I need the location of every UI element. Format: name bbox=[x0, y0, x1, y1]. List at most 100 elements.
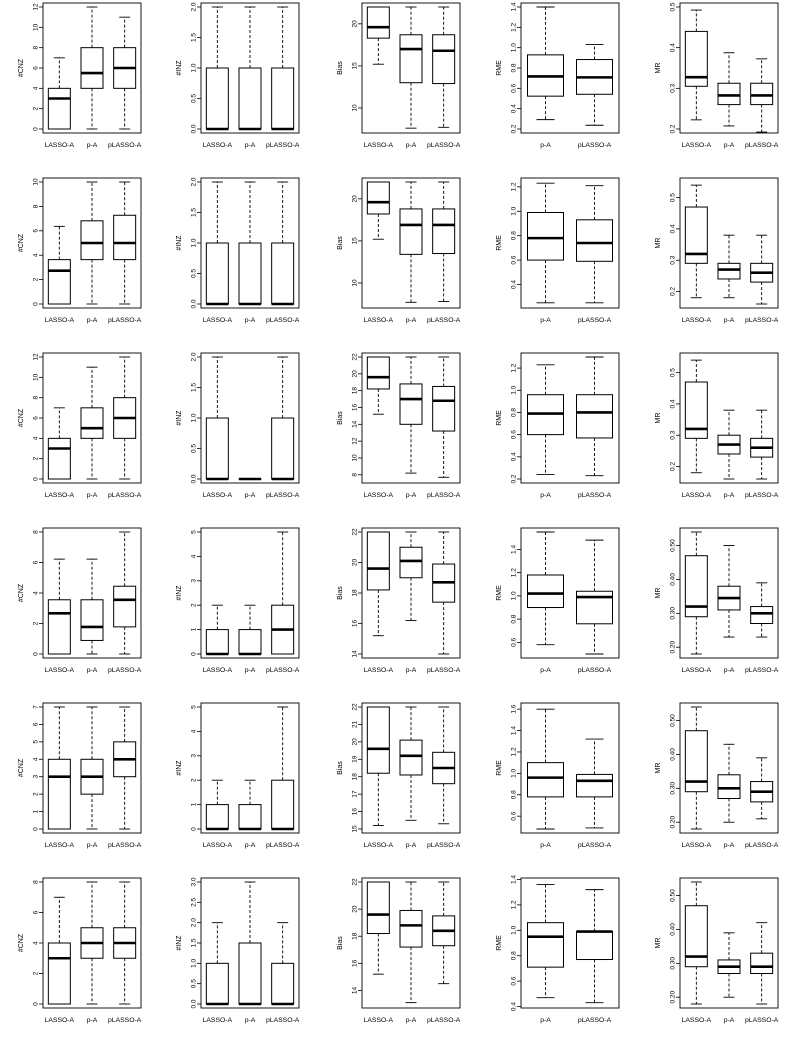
iqr-box bbox=[576, 219, 613, 262]
panel-r3-c3: 8 10 12 14 16 18 20 22 Bias LASSO-A p-A pLASSO-A bbox=[337, 352, 461, 499]
y-tick-label: 3.0 bbox=[191, 877, 198, 886]
y-axis-label: Bias bbox=[337, 586, 344, 600]
box-pLASSO-A bbox=[113, 706, 137, 830]
box-pLASSO-A bbox=[576, 738, 613, 829]
y-tick-label: 0.3 bbox=[670, 83, 677, 92]
y-tick-label: 1.0 bbox=[511, 768, 518, 777]
iqr-box bbox=[47, 758, 71, 830]
x-category-label: p-A bbox=[87, 842, 98, 849]
panel-r6-c2: 0.0 0.5 1.0 1.5 2.0 2.5 3.0 #INZ LASSO-A p-A pLASS… bbox=[176, 877, 300, 1024]
box-pLASSO-A bbox=[750, 409, 774, 480]
iqr-box bbox=[684, 381, 708, 439]
panel-r2-c4: 0.4 0.6 0.8 1.0 1.2 RME p-A pLASSO-A bbox=[496, 177, 620, 324]
iqr-box bbox=[684, 555, 708, 618]
y-tick-label: 0.8 bbox=[511, 408, 518, 417]
panel-r5-c1: 0 1 2 3 4 5 6 7 #CNZ LASSO-A p-A pLASSO-A bbox=[18, 702, 142, 849]
y-tick-label: 1.2 bbox=[511, 747, 518, 756]
y-tick-label: 14 bbox=[352, 650, 359, 658]
y-tick-label: 1.4 bbox=[511, 2, 518, 11]
y-tick-label: 18 bbox=[352, 773, 359, 781]
y-tick-label: 16 bbox=[352, 620, 359, 628]
box-pLASSO-A bbox=[271, 922, 295, 1006]
box-pLASSO-A bbox=[113, 181, 137, 305]
y-axis-label: RME bbox=[496, 935, 503, 951]
box-pLASSO-A bbox=[432, 706, 456, 825]
y-tick-label: 1.4 bbox=[511, 875, 518, 884]
iqr-box bbox=[271, 242, 295, 305]
plot-frame bbox=[520, 527, 620, 659]
y-tick-label: 0.8 bbox=[511, 231, 518, 240]
y-tick-label: 0.5 bbox=[670, 368, 677, 377]
panel-r6-c3: 14 16 18 20 22 Bias LASSO-A p-A pLASSO-A bbox=[337, 877, 461, 1024]
y-tick-label: 15 bbox=[352, 825, 359, 833]
y-tick-label: 1.4 bbox=[511, 726, 518, 735]
y-tick-label: 22 bbox=[352, 528, 359, 536]
y-tick-label: 6 bbox=[33, 560, 40, 564]
iqr-box bbox=[238, 67, 262, 130]
box-pLASSO-A bbox=[576, 44, 613, 126]
iqr-box bbox=[399, 739, 423, 776]
y-tick-label: 10 bbox=[33, 373, 40, 381]
x-category-label: LASSO-A bbox=[364, 317, 394, 324]
x-category-label: p-A bbox=[724, 1017, 735, 1024]
x-category-label: LASSO-A bbox=[203, 842, 233, 849]
y-tick-label: 0.8 bbox=[511, 951, 518, 960]
y-tick-label: 18 bbox=[352, 932, 359, 940]
x-category-label: p-A bbox=[245, 842, 256, 849]
y-tick-label: 0.6 bbox=[511, 637, 518, 646]
y-tick-label: 1 bbox=[33, 809, 40, 813]
box-LASSO-A bbox=[366, 181, 390, 240]
y-tick-label: 4 bbox=[33, 757, 40, 761]
y-tick-label: 16 bbox=[352, 959, 359, 967]
x-category-label: pLASSO-A bbox=[745, 1017, 779, 1024]
plot-frame bbox=[520, 877, 620, 1009]
x-category-label: p-A bbox=[245, 667, 256, 674]
y-axis-label: RME bbox=[496, 585, 503, 601]
x-category-label: pLASSO-A bbox=[745, 667, 779, 674]
iqr-box bbox=[717, 262, 741, 280]
plot-frame bbox=[520, 352, 620, 484]
box-LASSO-A bbox=[205, 181, 229, 306]
y-tick-label: 0.0 bbox=[191, 124, 198, 133]
panel-r5-c3: 15 16 17 18 19 20 21 22 Bias LASSO-A p-A pLASSO-A bbox=[337, 702, 461, 849]
iqr-box bbox=[271, 67, 295, 130]
y-tick-label: 1.0 bbox=[191, 63, 198, 72]
box-LASSO-A bbox=[47, 407, 71, 480]
y-tick-label: 1.5 bbox=[191, 33, 198, 42]
box-LASSO-A bbox=[366, 356, 390, 415]
y-tick-label: 22 bbox=[352, 353, 359, 361]
x-category-label: pLASSO-A bbox=[108, 667, 142, 674]
box-p-A bbox=[527, 182, 564, 304]
y-tick-label: 1.2 bbox=[511, 363, 518, 372]
panel-r6-c1: 0 2 4 6 8 #CNZ LASSO-A p-A pLASSO-A bbox=[18, 877, 142, 1024]
y-tick-label: 1.6 bbox=[511, 704, 518, 713]
panel-r5-c2: 0 1 2 3 4 5 #INZ LASSO-A p-A pLASSO-A bbox=[176, 702, 300, 849]
x-category-label: p-A bbox=[540, 142, 551, 149]
x-category-label: LASSO-A bbox=[45, 492, 75, 499]
x-category-label: pLASSO-A bbox=[266, 142, 300, 149]
y-tick-label: 22 bbox=[352, 703, 359, 711]
y-tick-label: 20 bbox=[352, 370, 359, 378]
box-p-A bbox=[238, 881, 262, 1006]
y-axis-label: MR bbox=[655, 63, 662, 74]
iqr-box bbox=[205, 67, 229, 130]
iqr-box bbox=[399, 546, 423, 579]
x-category-label: pLASSO-A bbox=[578, 492, 612, 499]
y-axis-label: RME bbox=[496, 760, 503, 776]
panel-r5-c4: 0.6 0.8 1.0 1.2 1.4 1.6 RME p-A pLASSO-A bbox=[496, 702, 620, 849]
panel-r2-c1: 0 2 4 6 8 10 #CNZ LASSO-A p-A pLASSO-A bbox=[18, 177, 142, 324]
y-tick-label: 5 bbox=[33, 740, 40, 744]
y-tick-label: 1.0 bbox=[511, 43, 518, 52]
y-tick-label: 2 bbox=[33, 106, 40, 110]
y-tick-label: 2 bbox=[33, 621, 40, 625]
box-p-A bbox=[399, 531, 423, 621]
iqr-box bbox=[717, 82, 741, 106]
y-tick-label: 0.2 bbox=[670, 287, 677, 296]
panel-r4-c5: 0.20 0.30 0.40 0.50 MR LASSO-A p-A pLASSO-A bbox=[655, 527, 779, 674]
y-axis-label: Bias bbox=[337, 761, 344, 775]
y-tick-label: 2 bbox=[33, 792, 40, 796]
x-category-label: LASSO-A bbox=[682, 842, 712, 849]
y-tick-label: 0 bbox=[33, 652, 40, 656]
x-category-label: pLASSO-A bbox=[266, 1017, 300, 1024]
box-pLASSO-A bbox=[271, 6, 295, 131]
